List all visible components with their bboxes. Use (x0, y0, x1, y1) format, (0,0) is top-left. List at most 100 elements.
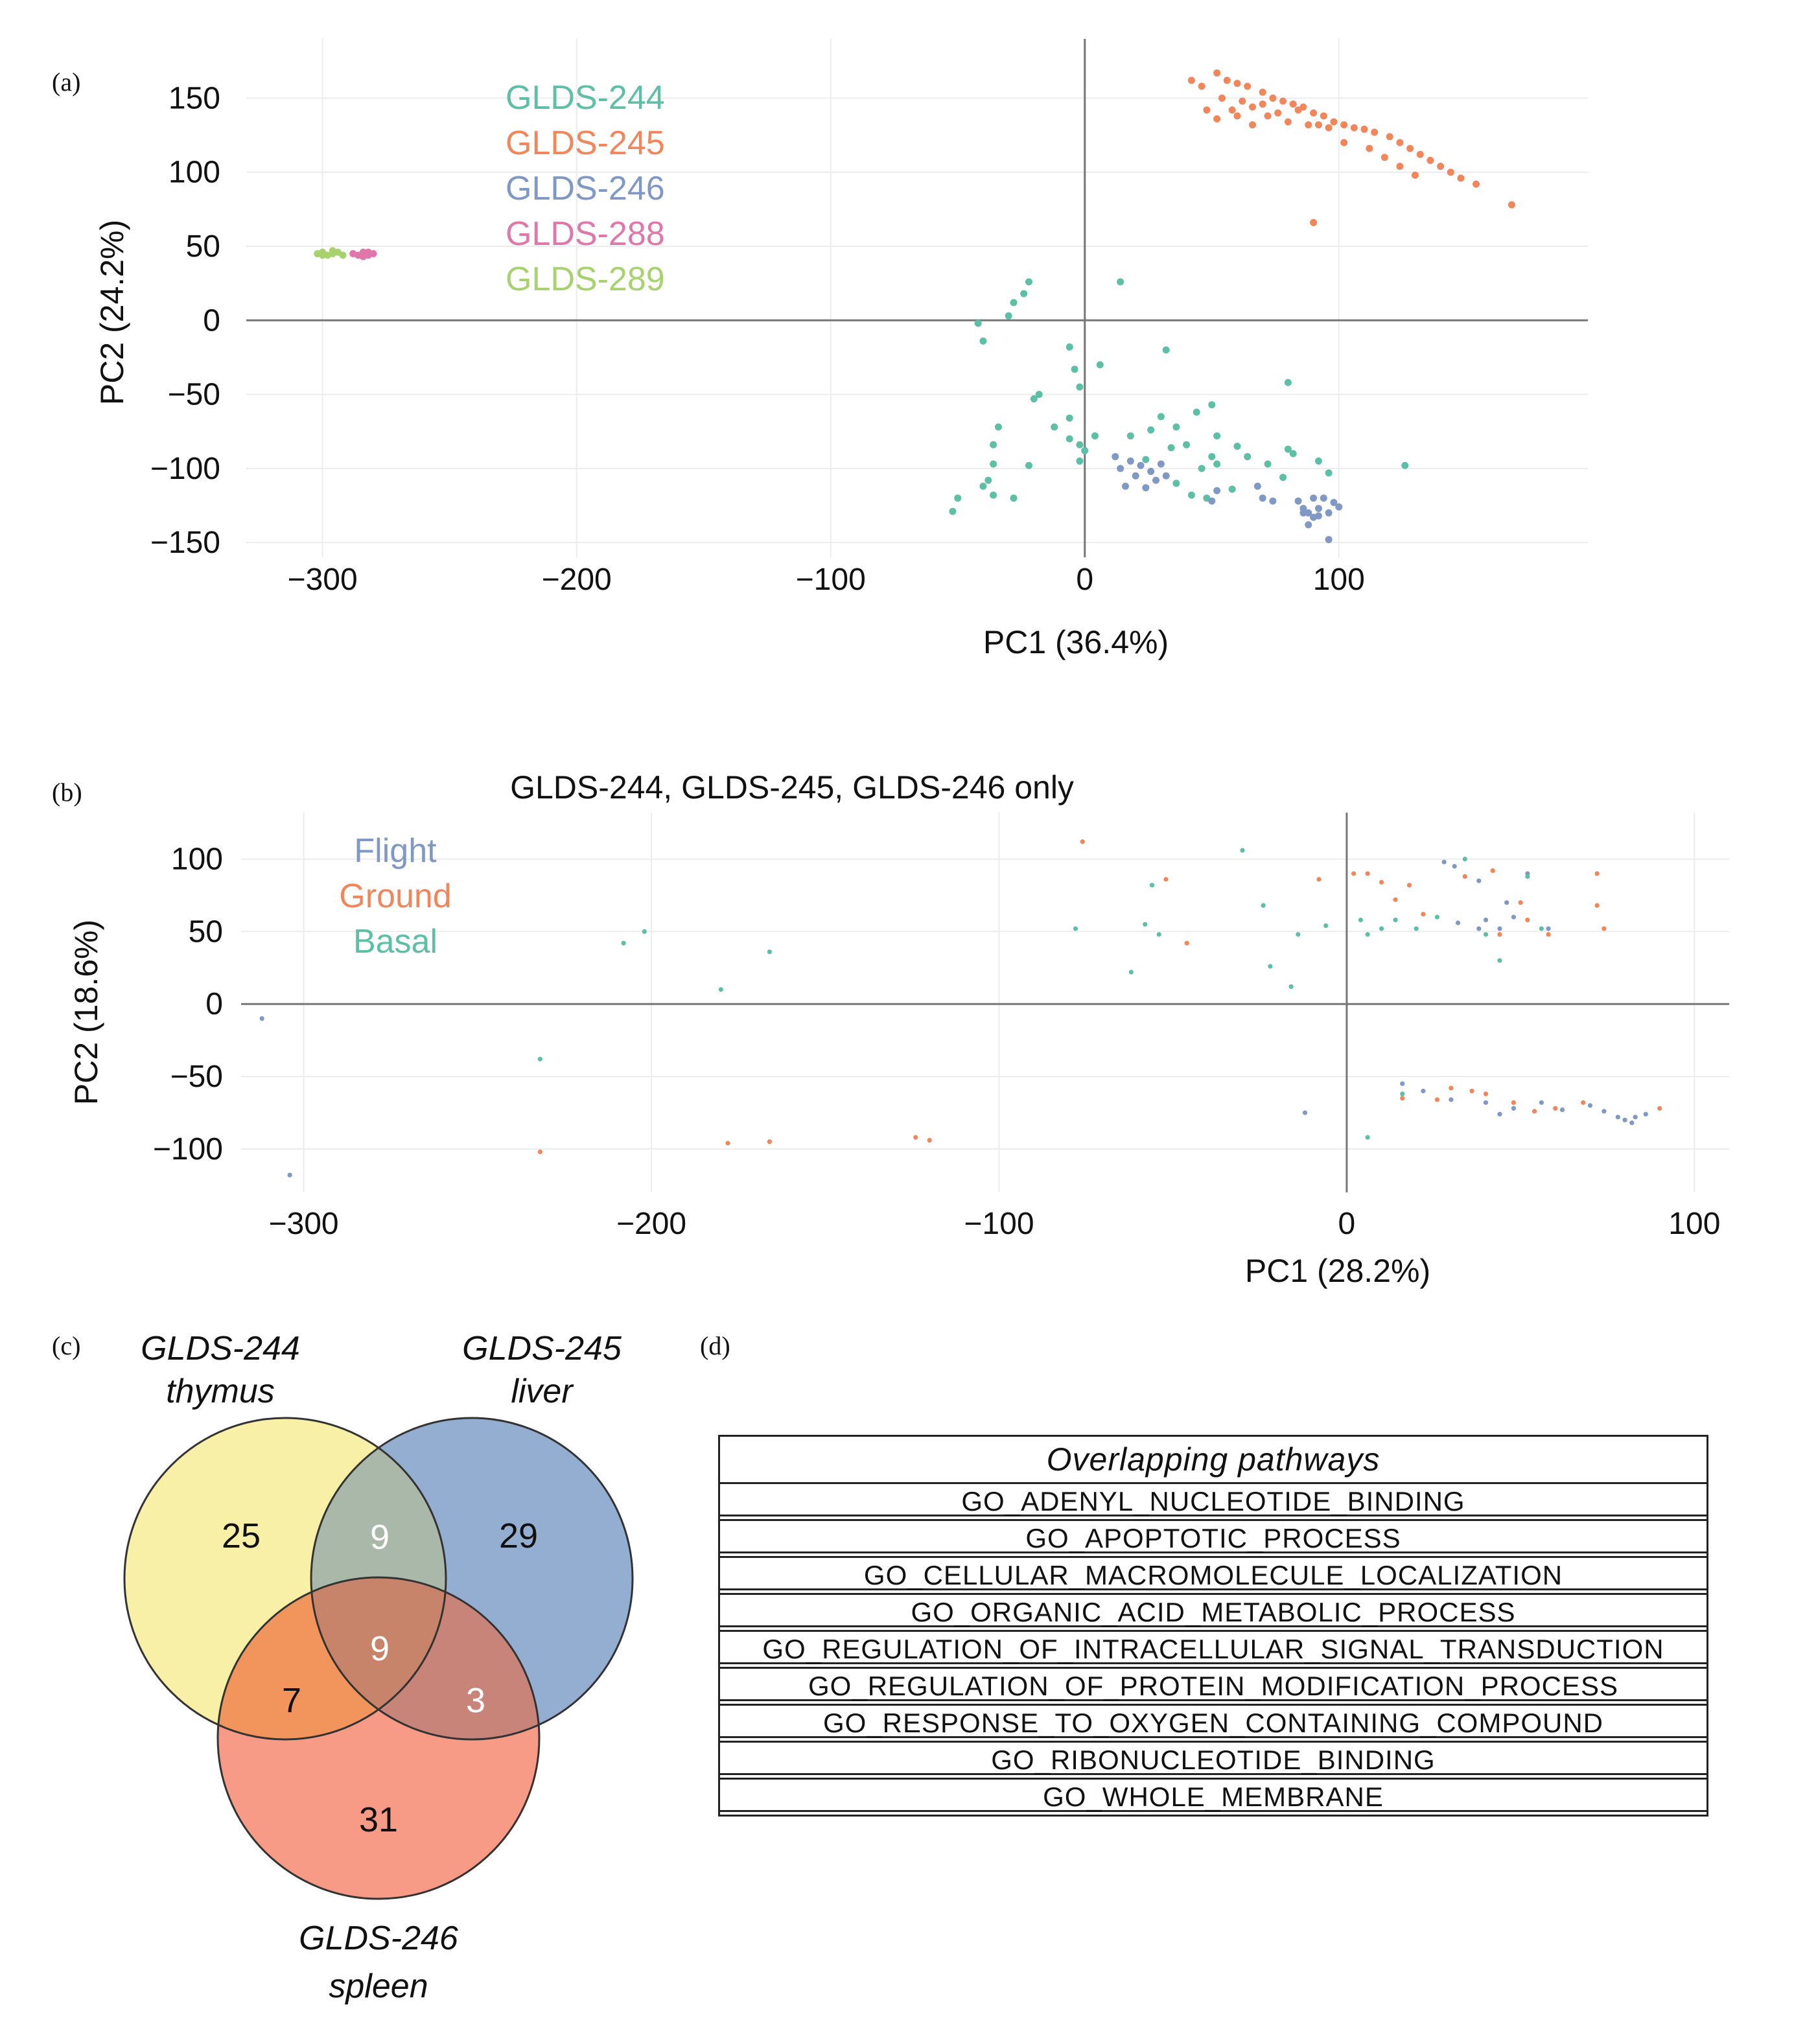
data-point (1305, 509, 1312, 517)
x-tick-label-b: 0 (1338, 1207, 1356, 1241)
data-point (1203, 106, 1211, 114)
data-point (1288, 984, 1294, 989)
data-point (1532, 1109, 1537, 1114)
data-point (1483, 1091, 1489, 1097)
venn-set-name-244: GLDS-244 (141, 1330, 300, 1367)
data-point (1157, 413, 1165, 421)
data-point (1117, 278, 1124, 286)
series-glds-289 (314, 247, 347, 259)
data-point (1305, 121, 1312, 129)
legend-entry-a: GLDS-245 (506, 124, 665, 162)
venn-outline-245 (310, 1417, 634, 1741)
data-point (1452, 864, 1457, 869)
panel-label-c: (c) (52, 1331, 80, 1360)
data-point (1213, 432, 1221, 440)
data-point (1633, 1115, 1638, 1120)
data-point (1340, 139, 1348, 146)
venn-count-only-246: 31 (359, 1800, 398, 1839)
y-tick-label-b: −50 (170, 1060, 223, 1094)
data-point (1473, 180, 1480, 188)
data-point (1449, 1097, 1454, 1102)
legend-entry-a: GLDS-246 (506, 170, 665, 207)
data-point (1233, 80, 1241, 87)
data-point (1264, 112, 1272, 120)
overlapping-pathways-table: Overlapping pathways GO_ADENYL_NUCLEOTID… (718, 1435, 1708, 1817)
data-point (1259, 494, 1266, 502)
pathway-cell: GO_APOPTOTIC_PROCESS (718, 1519, 1708, 1558)
y-axis-label-a: PC2 (24.2%) (94, 220, 130, 405)
data-point (1602, 926, 1607, 931)
data-point (1274, 109, 1282, 117)
panel-label-d: (d) (700, 1331, 730, 1360)
data-point (1447, 168, 1454, 176)
data-point (1269, 497, 1277, 505)
data-point (1066, 414, 1073, 422)
data-point (1483, 917, 1489, 923)
data-point (1497, 958, 1502, 963)
data-point (990, 441, 997, 448)
data-point (642, 929, 647, 935)
data-point (1066, 435, 1073, 443)
y-tick-label-a: −150 (150, 526, 220, 560)
data-point (1233, 112, 1241, 120)
data-point (1483, 1100, 1489, 1105)
data-point (1289, 100, 1297, 108)
data-point (1294, 106, 1302, 114)
data-point (1213, 115, 1221, 122)
data-point (1462, 856, 1467, 862)
data-point (1025, 278, 1032, 286)
data-point (1051, 423, 1058, 431)
data-point (339, 251, 347, 259)
data-point (1350, 124, 1358, 132)
data-point (1314, 505, 1322, 513)
data-point (1411, 171, 1419, 179)
data-point (1213, 460, 1221, 468)
pathway-cell: GO_REGULATION_OF_INTRACELLULAR_SIGNAL_TR… (718, 1630, 1708, 1669)
data-point (718, 987, 723, 992)
venn-count-only-244: 25 (222, 1516, 261, 1555)
x-tick-label-a: −300 (288, 563, 358, 597)
venn-diagram: GLDS-244 thymus GLDS-245 liver GLDS-246 … (123, 1330, 634, 2005)
data-point (1553, 1106, 1558, 1111)
data-point (319, 251, 327, 259)
legend-entry-a: GLDS-289 (506, 261, 665, 298)
data-point (1323, 923, 1329, 929)
x-axis-label-a: PC1 (36.4%) (983, 624, 1169, 660)
data-point (1279, 474, 1287, 482)
table-row: GO_REGULATION_OF_PROTEIN_MODIFICATION_PR… (718, 1667, 1708, 1706)
data-point (1594, 871, 1600, 876)
data-point (1622, 1117, 1627, 1122)
y-tick-label-b: −100 (153, 1132, 223, 1167)
venn-count-244-246: 7 (282, 1681, 301, 1720)
data-point (979, 337, 987, 345)
data-point (1305, 521, 1312, 529)
pathway-cell: GO_ORGANIC_ACID_METABOLIC_PROCESS (718, 1593, 1708, 1632)
y-tick-label-b: 50 (189, 914, 223, 949)
data-point (1366, 145, 1373, 152)
data-point (1208, 401, 1216, 409)
data-point (1358, 917, 1363, 923)
data-point (1643, 1111, 1648, 1117)
data-point (1615, 1115, 1620, 1120)
data-point (1279, 97, 1287, 105)
data-point (1157, 460, 1165, 468)
data-point (1421, 1088, 1426, 1094)
data-point (1581, 1100, 1586, 1105)
table-row: GO_WHOLE_MEMBRANE (718, 1778, 1708, 1817)
data-point (1233, 443, 1241, 450)
table-row: GO_APOPTOTIC_PROCESS (718, 1519, 1708, 1558)
data-point (1167, 444, 1175, 452)
data-point (1310, 109, 1318, 117)
data-point (1142, 484, 1150, 492)
venn-set-name-246: GLDS-246 (299, 1920, 458, 1957)
venn-count-244-245: 9 (370, 1518, 390, 1557)
series-basal (537, 848, 1544, 1140)
series-glds-244 (949, 278, 1409, 515)
data-point (1434, 1097, 1439, 1102)
data-point (1076, 383, 1084, 391)
y-tick-label-a: 50 (186, 229, 220, 264)
data-point (1330, 498, 1338, 506)
y-tick-label-b: 0 (205, 987, 223, 1021)
legend-entry-b: Basal (353, 923, 437, 960)
data-point (259, 1016, 264, 1021)
